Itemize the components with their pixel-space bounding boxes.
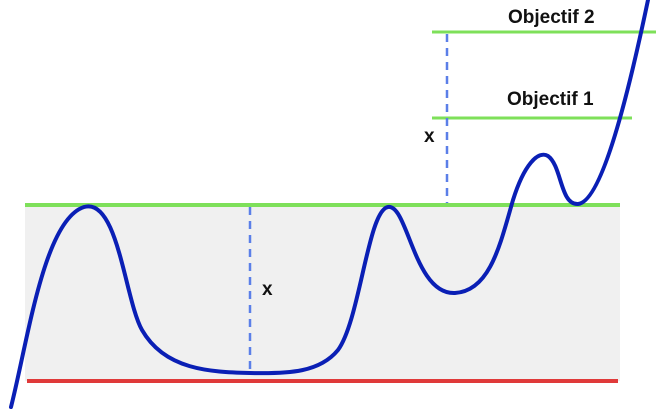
price-curve: [9, 0, 650, 409]
distance-label-lower: x: [262, 279, 273, 300]
range-zone: [25, 205, 620, 381]
distance-label-upper: x: [424, 126, 435, 147]
objective-2-label: Objectif 2: [508, 7, 595, 28]
objective-1-label: Objectif 1: [507, 89, 594, 110]
